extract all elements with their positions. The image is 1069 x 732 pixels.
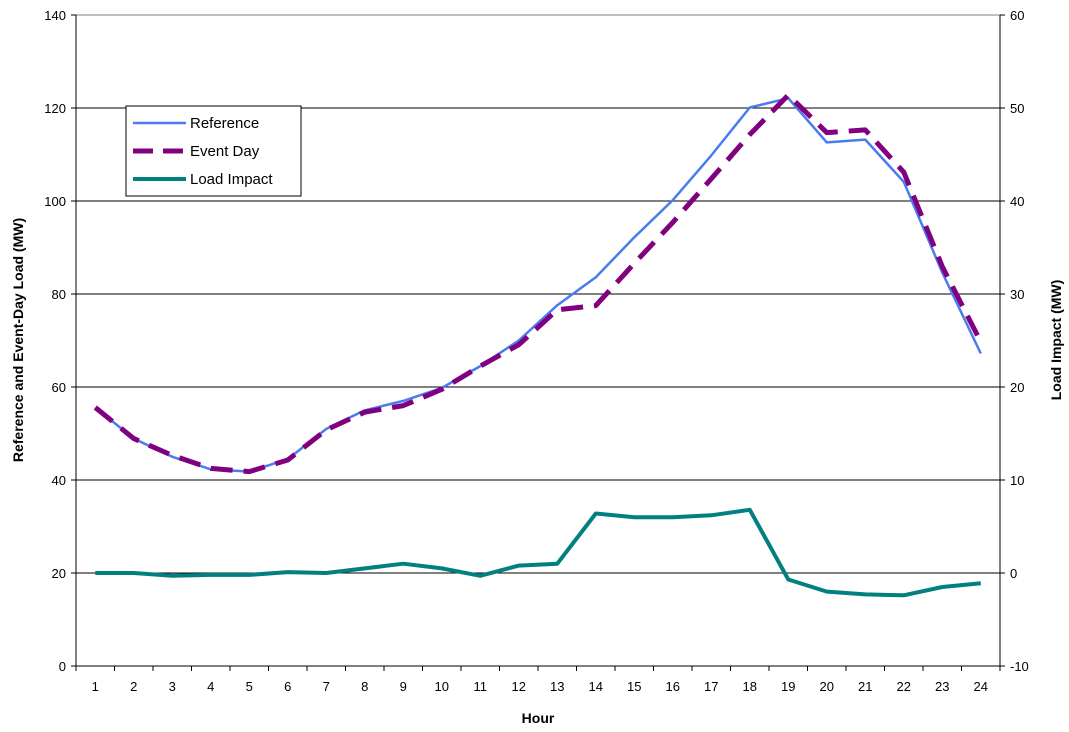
x-tick-label: 9 — [400, 679, 407, 694]
x-tick-label: 23 — [935, 679, 949, 694]
y-left-tick-label: 20 — [52, 566, 66, 581]
y-right-tick-label: 60 — [1010, 8, 1024, 23]
legend-label-event-day: Event Day — [190, 143, 260, 160]
x-tick-label: 13 — [550, 679, 564, 694]
y-left-tick-label: 140 — [44, 8, 66, 23]
series-line-reference — [94, 96, 982, 473]
y-right-tick-label: 40 — [1010, 194, 1024, 209]
x-tick-label: 3 — [169, 679, 176, 694]
x-tick-label: 10 — [435, 679, 449, 694]
y-left-tick-label: 80 — [52, 287, 66, 302]
x-tick-label: 17 — [704, 679, 718, 694]
x-tick-label: 1 — [92, 679, 99, 694]
y-right-tick-label: 0 — [1010, 566, 1017, 581]
x-tick-label: 2 — [130, 679, 137, 694]
x-tick-label: 14 — [589, 679, 603, 694]
x-tick-label: 24 — [974, 679, 988, 694]
y-right-tick-label: 20 — [1010, 380, 1024, 395]
x-tick-label: 6 — [284, 679, 291, 694]
x-tick-label: 18 — [743, 679, 757, 694]
y-axis-title-right: Load Impact (MW) — [1048, 280, 1064, 401]
series-line-event-day — [93, 92, 984, 475]
x-tick-label: 15 — [627, 679, 641, 694]
x-tick-label: 21 — [858, 679, 872, 694]
x-tick-label: 4 — [207, 679, 214, 694]
x-tick-label: 20 — [820, 679, 834, 694]
y-right-tick-label: 10 — [1010, 473, 1024, 488]
y-left-tick-label: 100 — [44, 194, 66, 209]
x-tick-label: 16 — [666, 679, 680, 694]
x-tick-label: 11 — [474, 679, 488, 694]
legend-label-reference: Reference — [190, 115, 259, 132]
legend: Reference Event Day Load Impact — [125, 105, 302, 197]
x-tick-label: 8 — [361, 679, 368, 694]
series-lines — [93, 92, 984, 598]
x-tick-label: 7 — [323, 679, 330, 694]
legend-label-load-impact: Load Impact — [190, 171, 273, 188]
y-left-tick-label: 120 — [44, 101, 66, 116]
y-left-tick-label: 0 — [59, 659, 66, 674]
x-tick-label: 19 — [781, 679, 795, 694]
y-left-tick-label: 60 — [52, 380, 66, 395]
y-right-tick-label: 30 — [1010, 287, 1024, 302]
x-axis-title: Hour — [522, 710, 555, 726]
y-axis-title-left: Reference and Event-Day Load (MW) — [10, 218, 26, 462]
x-tick-label: 5 — [246, 679, 253, 694]
y-right-tick-label: 50 — [1010, 101, 1024, 116]
y-left-tick-label: 40 — [52, 473, 66, 488]
series-line-load-impact — [95, 507, 981, 598]
y-right-tick-label: -10 — [1010, 659, 1029, 674]
x-tick-label: 22 — [897, 679, 911, 694]
x-tick-label: 12 — [512, 679, 526, 694]
